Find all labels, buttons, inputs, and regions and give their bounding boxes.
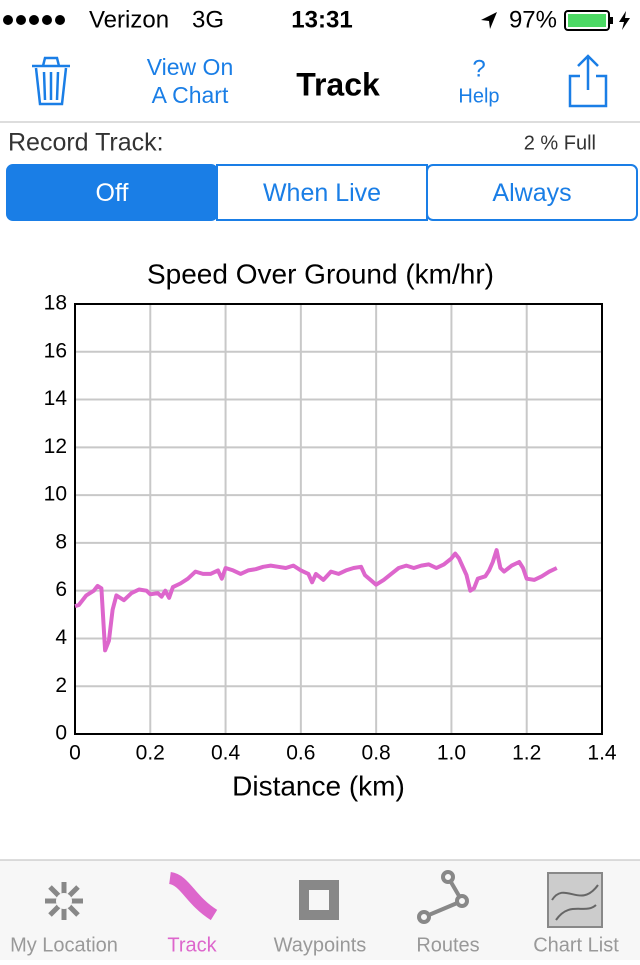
y-tick-label: 4 — [55, 626, 67, 649]
y-tick-label: 12 — [44, 435, 67, 458]
tab-icon-waypoints — [299, 880, 339, 920]
help-button[interactable]: ? Help — [458, 55, 499, 107]
x-tick-label: 0 — [69, 742, 81, 765]
capacity: 2 % Full — [524, 132, 596, 154]
share-button[interactable] — [568, 54, 608, 108]
segment-bg — [216, 164, 428, 221]
battery-text: 97% — [509, 6, 557, 33]
y-tick-label: 2 — [55, 674, 67, 697]
view-on-chart-line: A Chart — [152, 82, 229, 108]
segment-label: Off — [96, 179, 129, 207]
segmented-control: Off When Live Always — [6, 164, 638, 221]
tab-label[interactable]: Track — [167, 934, 217, 956]
tab-icon-track — [168, 872, 218, 921]
y-tick-label: 10 — [44, 483, 67, 506]
x-tick-label: 1.0 — [437, 742, 466, 765]
segment-bg — [426, 164, 638, 221]
chart: Speed Over Ground (km/hr) 0 2 4 6 8 10 12 14 16 18… — [44, 258, 617, 801]
y-tick-label: 14 — [44, 387, 68, 410]
nav-title: Track — [296, 66, 380, 102]
x-tick-label: 0.2 — [136, 742, 165, 765]
signal — [3, 15, 65, 25]
tab-label[interactable]: Chart List — [533, 934, 619, 956]
tab-label[interactable]: My Location — [10, 934, 118, 956]
y-tick-label: 8 — [55, 530, 67, 553]
x-tick-label: 0.4 — [211, 742, 241, 765]
tab-label[interactable]: Routes — [416, 934, 479, 956]
tab-icon-routes — [417, 870, 469, 924]
y-tick-label: 6 — [55, 578, 67, 601]
trash-button[interactable] — [32, 56, 70, 106]
chart-title: Speed Over Ground (km/hr) — [147, 258, 494, 289]
x-axis-label: Distance (km) — [232, 770, 405, 801]
view-on-chart-line: View On — [147, 54, 234, 80]
battery-icon — [564, 10, 630, 31]
y-tick-label: 18 — [44, 292, 67, 315]
tab-label[interactable]: Waypoints — [274, 934, 367, 956]
segment[interactable]: When Live — [216, 164, 428, 221]
location-icon — [481, 12, 497, 29]
tab-icon-chart-list — [547, 872, 603, 928]
x-tick-label: 1.2 — [512, 742, 541, 765]
time: 13:31 — [291, 6, 352, 33]
help-icon: ? — [472, 55, 485, 82]
segment[interactable]: Off — [6, 164, 218, 221]
segment[interactable]: Always — [426, 164, 638, 221]
plot-frame — [74, 303, 603, 735]
x-tick-label: 1.4 — [587, 742, 617, 765]
segment-label: When Live — [263, 179, 381, 207]
carrier: Verizon — [89, 6, 169, 33]
record-label: Record Track: — [8, 129, 164, 157]
speed-line — [74, 548, 558, 653]
x-tick-label: 0.6 — [286, 742, 315, 765]
tab-icon-location — [45, 882, 83, 920]
help-label: Help — [458, 85, 499, 107]
view-on-chart-button[interactable]: View On A Chart — [147, 54, 234, 108]
y-tick-label: 0 — [55, 722, 67, 745]
network: 3G — [192, 6, 224, 33]
x-tick-label: 0.8 — [362, 742, 391, 765]
segment-label: Always — [492, 179, 571, 207]
tabs: My Location Track Waypoints Routes Chart Lis… — [10, 934, 619, 956]
y-tick-label: 16 — [44, 339, 67, 362]
